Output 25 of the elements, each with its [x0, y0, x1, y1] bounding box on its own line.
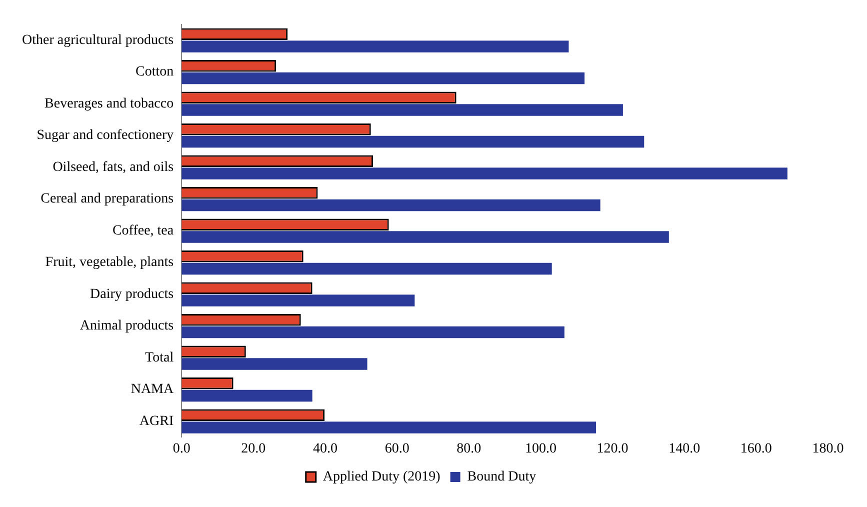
legend-label: Bound Duty — [467, 470, 536, 485]
y-tick-label: Animal products — [80, 318, 174, 334]
x-tick-label: 120.0 — [596, 441, 628, 456]
legend-label: Applied Duty (2019) — [322, 470, 441, 485]
y-tick-label: Oilseed, fats, and oils — [52, 160, 174, 175]
y-tick-label: Cotton — [135, 64, 174, 80]
y-tick-label: Other agricultural products — [22, 32, 174, 48]
y-tick-label: Beverages and tobacco — [44, 96, 174, 112]
y-tick-label: Cereal and preparations — [40, 192, 174, 207]
y-tick-label: Total — [145, 350, 174, 366]
x-tick-label: 140.0 — [668, 441, 700, 456]
y-tick-label: Sugar and confectionery — [36, 128, 174, 144]
x-tick-label: 40.0 — [313, 441, 338, 456]
y-tick-label: Dairy products — [90, 286, 174, 302]
x-tick-label: 60.0 — [384, 441, 410, 456]
x-tick-label: 180.0 — [812, 441, 844, 456]
x-tick-label: 160.0 — [740, 441, 772, 456]
y-tick-label: Fruit, vegetable, plants — [45, 255, 174, 270]
x-tick-label: 20.0 — [241, 441, 266, 456]
y-tick-label: NAMA — [130, 382, 174, 398]
x-tick-label: 100.0 — [524, 441, 556, 456]
y-tick-label: Coffee, tea — [112, 223, 174, 238]
x-tick-label: 0.0 — [172, 441, 190, 456]
x-tick-label: 80.0 — [456, 441, 482, 456]
y-tick-label: AGRI — [139, 414, 174, 429]
